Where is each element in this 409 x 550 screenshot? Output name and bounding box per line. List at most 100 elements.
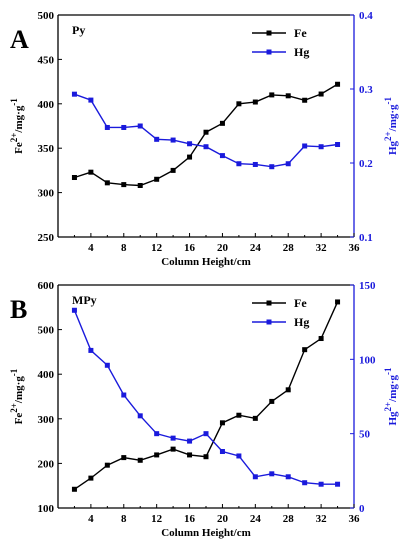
right-y-axis-title-part: 2+ <box>383 402 393 412</box>
data-point-hg <box>269 471 275 477</box>
legend-marker-hg <box>266 319 272 325</box>
data-point-fe <box>252 99 258 105</box>
data-point-fe <box>104 462 110 468</box>
right-y-axis-title-part: Hg <box>387 411 399 426</box>
x-tick-label: 8 <box>121 242 127 254</box>
left-y-tick-label: 500 <box>38 10 55 22</box>
x-tick-label: 36 <box>349 242 361 254</box>
left-y-axis-title-part: Fe <box>13 413 25 425</box>
data-point-fe <box>121 455 127 461</box>
left-y-axis-title-part: /mg·g <box>13 376 25 404</box>
data-point-fe <box>71 486 77 492</box>
data-point-hg <box>236 161 242 167</box>
series-line-fe <box>74 83 338 187</box>
data-point-fe <box>121 182 127 188</box>
right-y-axis-title: Hg2+/mg·g-1 <box>383 96 399 155</box>
data-point-fe <box>285 387 291 393</box>
chart-panel-a: 4 8 12 16 20 24 28 32 36 250 300 350 400 450 500 0.1 0.2… <box>9 10 399 268</box>
data-point-hg <box>121 392 127 398</box>
data-point-hg <box>203 431 209 437</box>
data-point-fe <box>203 454 209 460</box>
left-y-axis-title: Fe2+/mg·g-1 <box>9 98 25 154</box>
panel-name: Py <box>72 23 85 37</box>
left-y-axis-title-part: -1 <box>9 368 19 376</box>
right-y-tick-label: 100 <box>359 354 376 366</box>
data-point-fe <box>302 347 308 353</box>
data-point-fe <box>219 120 225 126</box>
data-point-fe <box>318 336 324 342</box>
data-point-fe <box>137 182 143 188</box>
left-y-tick-label: 200 <box>38 458 55 470</box>
data-point-hg <box>154 136 160 142</box>
x-tick-label: 16 <box>184 513 196 525</box>
data-point-fe <box>88 475 94 481</box>
data-point-fe <box>170 446 176 452</box>
right-y-tick-label: 0.1 <box>359 232 373 244</box>
x-tick-label: 20 <box>217 242 229 254</box>
right-y-tick-label: 0.4 <box>359 10 373 22</box>
data-point-hg <box>187 438 193 444</box>
panel-letter: A <box>10 25 29 54</box>
x-tick-label: 24 <box>250 242 262 254</box>
data-point-fe <box>154 452 160 458</box>
left-y-tick-label: 400 <box>38 369 55 381</box>
data-point-hg <box>252 161 258 167</box>
data-point-fe <box>219 420 225 426</box>
left-y-axis-title-part: /mg·g <box>13 105 25 133</box>
data-point-fe <box>203 129 209 135</box>
right-y-axis-title: Hg2+/mg·g-1 <box>383 367 399 426</box>
legend-label-hg: Hg <box>294 315 309 329</box>
right-y-tick-label: 0.3 <box>359 84 373 96</box>
x-tick-label: 24 <box>250 513 262 525</box>
data-point-fe <box>269 92 275 98</box>
data-point-fe <box>236 101 242 107</box>
left-y-tick-label: 100 <box>38 503 55 515</box>
data-point-hg <box>236 453 242 459</box>
data-point-hg <box>219 153 225 159</box>
data-point-fe <box>187 154 193 160</box>
left-y-tick-label: 300 <box>38 188 55 200</box>
data-point-hg <box>154 431 160 437</box>
x-tick-label: 16 <box>184 242 196 254</box>
data-point-hg <box>269 164 275 170</box>
data-point-hg <box>137 123 143 129</box>
x-tick-label: 28 <box>283 513 295 525</box>
left-y-axis-title-part: -1 <box>9 98 19 106</box>
right-y-tick-label: 0 <box>359 503 365 515</box>
x-tick-label: 32 <box>316 513 328 525</box>
data-point-fe <box>137 457 143 463</box>
x-tick-label: 32 <box>316 242 328 254</box>
data-point-hg <box>71 91 77 97</box>
data-point-fe <box>285 93 291 99</box>
data-point-hg <box>104 362 110 368</box>
left-y-axis-title: Fe2+/mg·g-1 <box>9 368 25 424</box>
data-point-hg <box>302 143 308 149</box>
legend-marker-fe <box>266 300 272 306</box>
legend-label-fe: Fe <box>294 26 307 40</box>
left-y-axis-title-part: Fe <box>13 142 25 154</box>
data-point-hg <box>137 413 143 419</box>
data-point-fe <box>335 81 341 87</box>
data-point-hg <box>88 97 94 103</box>
left-y-tick-label: 400 <box>38 99 55 111</box>
right-y-axis-title-part: Hg <box>387 140 399 155</box>
right-y-axis-title-part: /mg·g <box>387 374 399 402</box>
legend-label-fe: Fe <box>294 296 307 310</box>
left-y-tick-label: 300 <box>38 414 55 426</box>
right-y-axis-title-part: 2+ <box>383 131 393 141</box>
left-y-tick-label: 600 <box>38 280 55 292</box>
data-point-fe <box>335 299 341 305</box>
data-point-hg <box>285 474 291 480</box>
chart-panel-b: 4 8 12 16 20 24 28 32 36 100 200 300 400 500 600 0 50 100… <box>9 280 399 539</box>
panel-letter: B <box>10 295 27 324</box>
data-point-hg <box>88 347 94 353</box>
x-tick-label: 28 <box>283 242 295 254</box>
data-point-fe <box>318 91 324 97</box>
data-point-fe <box>187 452 193 458</box>
x-axis-title: Column Height/cm <box>161 527 251 539</box>
right-y-tick-label: 50 <box>359 429 371 441</box>
right-y-tick-label: 0.2 <box>359 158 373 170</box>
data-point-fe <box>269 398 275 404</box>
data-point-hg <box>302 480 308 486</box>
